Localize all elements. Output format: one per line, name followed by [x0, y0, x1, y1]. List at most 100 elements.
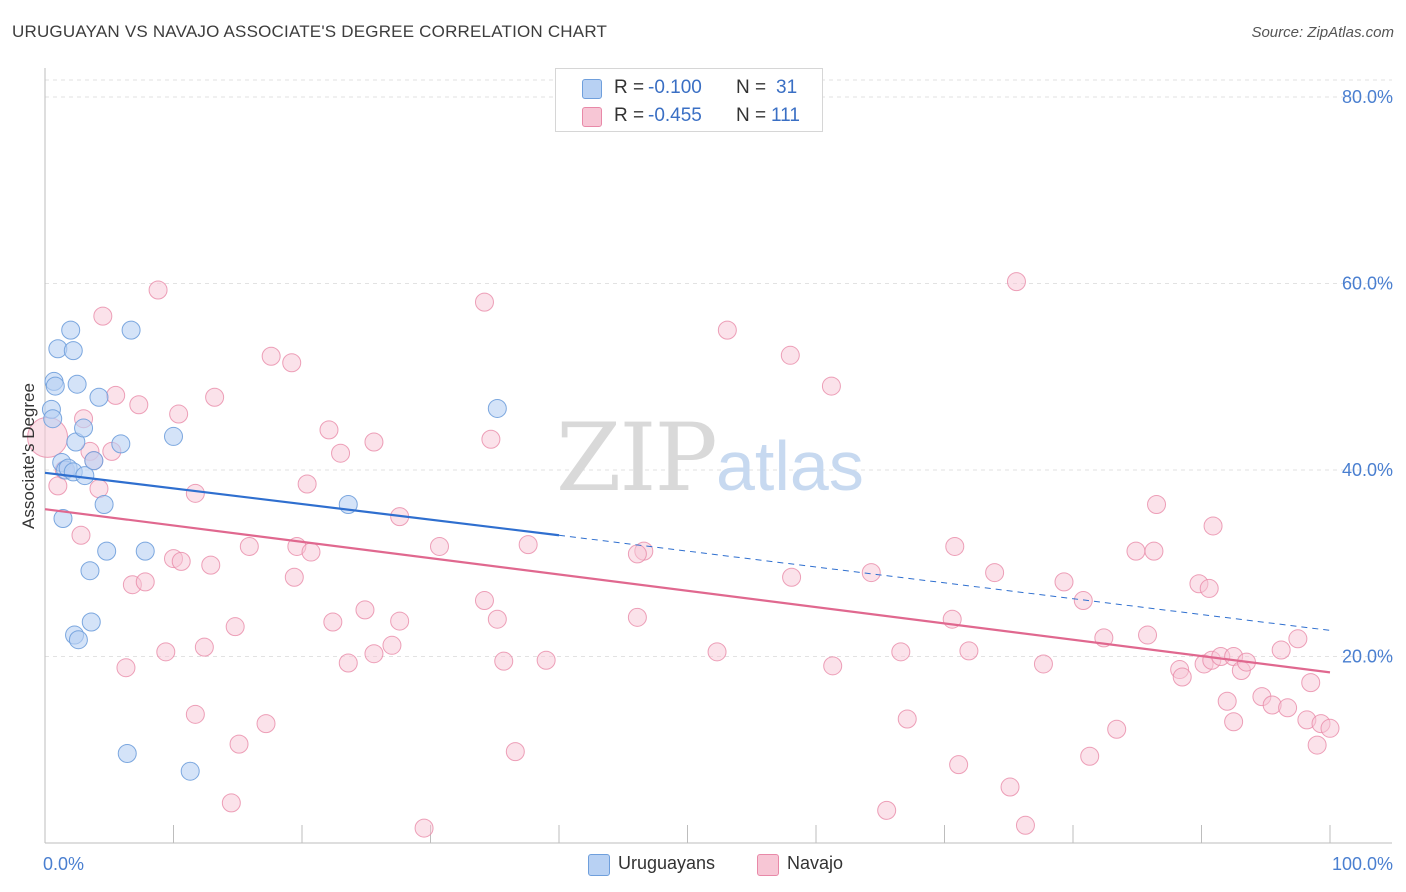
navajo-point	[536, 650, 556, 670]
navajo-point	[481, 429, 501, 449]
navajo-point	[823, 656, 843, 676]
navajo-point	[1199, 578, 1219, 598]
navajo-point	[1144, 541, 1164, 561]
watermark-atlas: atlas	[716, 427, 864, 505]
navajo-point	[221, 793, 241, 813]
navajo-point	[1147, 495, 1167, 515]
legend-r-label: R =	[614, 105, 645, 126]
x-tick-label-min: 0.0%	[43, 854, 84, 874]
navajo-point	[429, 536, 449, 556]
uruguayan-point	[43, 409, 63, 429]
navajo-point	[707, 642, 727, 662]
navajo-point	[985, 563, 1005, 583]
y-tick-label: 40.0%	[1342, 460, 1393, 480]
navajo-point	[129, 395, 149, 415]
legend-swatch-pink	[582, 107, 602, 127]
navajo-point	[282, 353, 302, 373]
y-axis-label: Associate's Degree	[19, 383, 38, 529]
navajo-point	[382, 635, 402, 655]
navajo-point	[1203, 516, 1223, 536]
navajo-point	[945, 536, 965, 556]
uruguayan-point	[84, 451, 104, 471]
navajo-point	[1126, 541, 1146, 561]
navajo-point	[194, 637, 214, 657]
navajo-point	[355, 600, 375, 620]
legend-n-value: 31	[776, 77, 798, 98]
navajo-point	[494, 651, 514, 671]
navajo-point	[717, 320, 737, 340]
uruguayan-point	[67, 374, 87, 394]
navajo-point	[861, 563, 881, 583]
tick-labels: 20.0% 40.0% 60.0% 80.0% 0.0% 100.0%	[43, 87, 1393, 874]
navajo-point	[627, 544, 647, 564]
navajo-point	[106, 385, 126, 405]
navajo-point	[169, 404, 189, 424]
watermark: ZIP atlas	[556, 404, 864, 513]
y-tick-label: 80.0%	[1342, 87, 1393, 107]
navajo-point	[261, 346, 281, 366]
legend-r-value: -0.100	[648, 77, 702, 98]
navajo-point	[877, 800, 897, 820]
navajo-point	[1033, 654, 1053, 674]
navajo-point	[135, 572, 155, 592]
navajo-point	[1080, 746, 1100, 766]
uruguayan-point	[63, 341, 83, 361]
uruguayan-trend-extension	[558, 534, 1331, 631]
uruguayan-point	[97, 541, 117, 561]
navajo-point	[949, 755, 969, 775]
y-tick-label: 20.0%	[1342, 647, 1393, 667]
navajo-point	[505, 742, 525, 762]
navajo-point	[1015, 815, 1035, 835]
navajo-point	[1271, 640, 1291, 660]
navajo-point	[959, 641, 979, 661]
navajo-point	[1307, 735, 1327, 755]
series-swatch-blue	[588, 854, 610, 876]
navajo-point	[1288, 629, 1308, 649]
uruguayan-point	[180, 761, 200, 781]
uruguayan-point	[45, 376, 65, 396]
series-swatch-pink	[757, 854, 779, 876]
navajo-point	[171, 551, 191, 571]
source-credit: Source: ZipAtlas.com	[1251, 24, 1394, 41]
navajo-point	[256, 714, 276, 734]
navajo-point	[897, 709, 917, 729]
uruguayan-point	[74, 418, 94, 438]
navajo-point	[225, 617, 245, 637]
navajo-point	[284, 567, 304, 587]
navajo-point	[89, 479, 109, 499]
navajo-point	[782, 567, 802, 587]
trend-lines	[44, 471, 1331, 674]
navajo-point	[487, 609, 507, 629]
y-tick-label: 60.0%	[1342, 274, 1393, 294]
navajo-point	[116, 658, 136, 678]
navajo-point	[185, 704, 205, 724]
legend-n-label: N =	[736, 77, 767, 98]
legend-row-navajo: R = -0.455 N = 111	[556, 101, 822, 129]
uruguayan-point	[164, 426, 183, 446]
navajo-trend-line	[44, 508, 1331, 674]
navajo-point	[627, 607, 647, 627]
navajo-point	[364, 644, 384, 664]
navajo-point	[518, 535, 538, 555]
navajo-point	[323, 612, 343, 632]
uruguayan-point	[61, 320, 81, 340]
navajo-point	[390, 611, 410, 631]
navajo-point	[301, 542, 321, 562]
legend-r-value: -0.455	[648, 105, 702, 126]
navajo-point	[148, 280, 168, 300]
navajo-point	[1262, 695, 1282, 715]
uruguayan-trend-line	[44, 471, 560, 537]
navajo-point	[229, 734, 249, 754]
series-legend-label: Navajo	[787, 853, 844, 873]
series-legend: Uruguayans Navajo	[0, 852, 1406, 878]
navajo-point	[364, 432, 384, 452]
navajo-point	[205, 387, 225, 407]
legend-n-value: 111	[771, 105, 800, 126]
legend-r-label: R =	[614, 77, 645, 98]
navajo-point	[1320, 718, 1340, 738]
uruguayan-point	[68, 630, 88, 650]
uruguayan-point	[53, 508, 73, 528]
navajo-point	[1138, 625, 1158, 645]
watermark-zip: ZIP	[556, 404, 716, 513]
